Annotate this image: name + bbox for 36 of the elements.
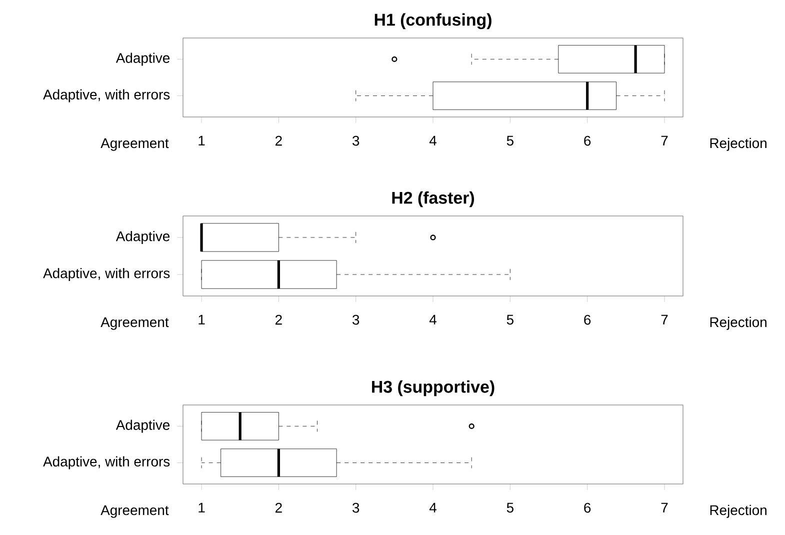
x-tick-label: 4	[429, 136, 436, 146]
x-tick-label: 1	[198, 502, 205, 512]
x-tick-label: 5	[506, 136, 514, 146]
y-tick-label: Adaptive, with errors	[43, 268, 170, 281]
text: Rejection	[710, 138, 766, 151]
text: Rejection	[710, 316, 766, 330]
x-tick-label: 6	[584, 314, 591, 325]
chart-title: H1 (confusing)	[374, 13, 492, 30]
x-tick-label: 7	[661, 136, 668, 146]
x-tick-label: 1	[198, 314, 205, 324]
text: Rejection	[710, 504, 766, 518]
text: Agreement	[100, 317, 169, 330]
x-tick-label: 2	[276, 314, 282, 325]
x-tick-label: 4	[429, 314, 436, 324]
y-tick-label: Adaptive, with errors	[43, 89, 170, 102]
x-tick-label: 7	[661, 502, 668, 512]
y-tick-label: Adaptive	[116, 52, 170, 66]
x-tick-label: 3	[352, 314, 360, 325]
y-tick-label: Adaptive	[116, 420, 170, 433]
x-tick-label: 3	[352, 502, 360, 513]
y-tick-label: Adaptive, with errors	[43, 456, 170, 470]
x-tick-label: 2	[276, 136, 282, 146]
x-tick-label: 2	[276, 502, 282, 513]
x-tick-label: 6	[584, 502, 591, 513]
x-tick-label: 3	[352, 136, 360, 146]
x-tick-label: 1	[198, 136, 205, 146]
x-tick-label: 5	[506, 314, 514, 325]
x-tick-label: 4	[429, 502, 436, 512]
chart-title: H2 (faster)	[392, 191, 474, 208]
text: Agreement	[100, 505, 169, 518]
chart-title: H3 (supportive)	[372, 380, 494, 396]
x-tick-label: 6	[584, 136, 591, 146]
x-tick-label: 5	[506, 502, 514, 513]
x-tick-label: 7	[661, 314, 668, 324]
text: Agreement	[100, 138, 169, 151]
y-tick-label: Adaptive	[116, 230, 170, 244]
